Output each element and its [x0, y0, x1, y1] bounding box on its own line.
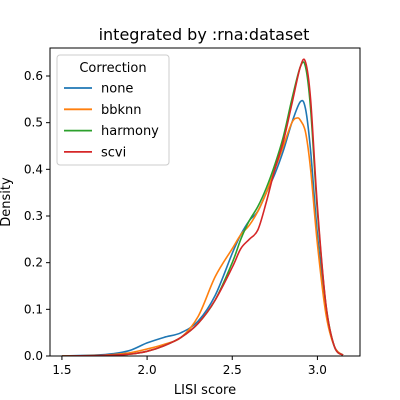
- x-tick-label: 1.5: [52, 363, 71, 377]
- legend-label-none: none: [101, 82, 133, 97]
- y-tick-label: 0.2: [24, 256, 43, 270]
- chart-title: integrated by :rna:dataset: [99, 25, 310, 44]
- legend: Correction none bbknn harmony scvi: [56, 54, 170, 166]
- y-tick-label: 0.6: [24, 69, 43, 83]
- series-line-scvi: [61, 58, 344, 356]
- y-axis-label: Density: [0, 177, 14, 227]
- y-tick-label: 0.1: [24, 302, 43, 316]
- legend-label-harmony: harmony: [101, 124, 159, 139]
- legend-title: Correction: [79, 61, 146, 76]
- y-tick-label: 0.0: [24, 349, 43, 363]
- legend-label-scvi: scvi: [101, 145, 126, 160]
- legend-label-bbknn: bbknn: [101, 103, 142, 118]
- y-tick-label: 0.5: [24, 116, 43, 130]
- y-axis: 0.0 0.1 0.2 0.3 0.4 0.5 0.6: [24, 69, 50, 363]
- x-axis-label: LISI score: [174, 383, 236, 398]
- x-tick-label: 2.0: [138, 363, 157, 377]
- series-line-bbknn: [61, 117, 344, 356]
- x-tick-label: 3.0: [308, 363, 327, 377]
- y-tick-label: 0.3: [24, 209, 43, 223]
- plot-area: [61, 58, 344, 356]
- x-tick-label: 2.5: [223, 363, 242, 377]
- y-tick-label: 0.4: [24, 162, 43, 176]
- legend-box: [56, 54, 170, 166]
- x-axis: 1.5 2.0 2.5 3.0: [52, 356, 327, 377]
- axes-frame: [49, 47, 361, 357]
